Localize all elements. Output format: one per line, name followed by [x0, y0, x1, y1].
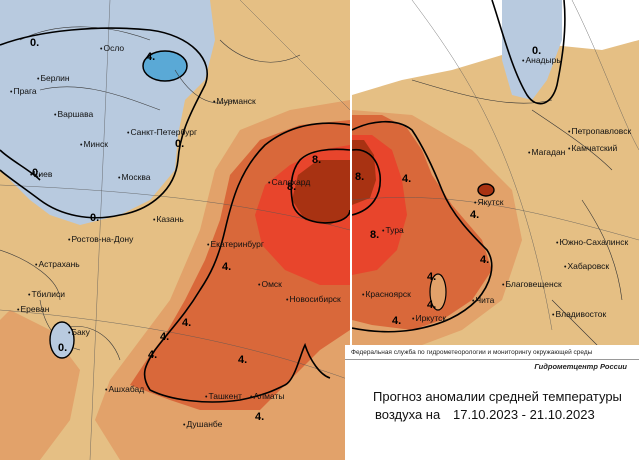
city-label: Ташкент [205, 392, 242, 401]
city-label: Екатеринбург [207, 240, 263, 249]
city-label: Омск [258, 280, 281, 289]
left-map-graphic [0, 0, 350, 460]
city-label: Осло [100, 44, 124, 53]
left-map-panel: 0. 4. 0. 0. 0. 8. 8. 4. 4. 4. 4. 4. 4. 0… [0, 0, 350, 460]
city-label: Баку [68, 328, 89, 337]
city-label: Астрахань [35, 260, 79, 269]
city-label: Камчатский [568, 144, 617, 153]
city-label: Владивосток [552, 310, 606, 319]
city-label: Минск [80, 140, 108, 149]
city-label: Тура [382, 226, 403, 235]
city-label: Ереван [17, 305, 49, 314]
contour-label: 0. [90, 212, 100, 224]
contour-label: 4. [160, 331, 170, 343]
city-label: Ростов-на-Дону [68, 235, 133, 244]
contour-label: 0. [175, 138, 185, 150]
forecast-info-box: Федеральная служба по гидрометеорологии … [345, 345, 639, 460]
contour-label: 4. [402, 173, 412, 185]
city-label: Благовещенск [502, 280, 561, 289]
contour-label: 4. [392, 315, 402, 327]
city-label: Красноярск [362, 290, 410, 299]
city-label: Южно-Сахалинск [556, 238, 628, 247]
city-label: Тбилиси [28, 290, 65, 299]
agency-name: Федеральная служба по гидрометеорологии … [351, 349, 593, 356]
city-label: Казань [153, 215, 183, 224]
contour-label: 8. [355, 171, 365, 183]
contour-label: 4. [222, 261, 232, 273]
city-label: Прага [10, 87, 36, 96]
contour-label: 4. [480, 254, 490, 266]
city-label: Петропавловск [568, 127, 631, 136]
city-label: Варшава [54, 110, 93, 119]
forecast-subtitle: воздуха на [375, 407, 441, 422]
city-label: Ашхабад [105, 385, 144, 394]
contour-label: 4. [427, 299, 437, 311]
city-label: Анадырь [522, 56, 560, 65]
contour-label: 8. [312, 154, 322, 166]
city-label: Санкт-Петербург [127, 128, 197, 137]
city-label: Салехард [268, 178, 310, 187]
contour-label: 8. [370, 229, 380, 241]
city-label: Душанбе [183, 420, 222, 429]
info-divider [345, 359, 639, 360]
contour-label: 0. [30, 37, 40, 49]
city-label: Якутск [474, 198, 503, 207]
contour-label: 4. [146, 51, 156, 63]
contour-label: 4. [255, 411, 265, 423]
city-label: Москва [118, 173, 150, 182]
contour-label: 8. [287, 181, 297, 193]
forecast-title: Прогноз аномалии средней температуры [373, 389, 622, 404]
city-label: Иркутск [412, 314, 446, 323]
city-label: Берлин [37, 74, 69, 83]
city-label: Чита [472, 296, 494, 305]
map-divider [350, 0, 352, 460]
city-label: Магадан [528, 148, 565, 157]
contour-label: 4. [238, 354, 248, 366]
contour-label: 4. [427, 271, 437, 283]
contour-label: 4. [182, 317, 192, 329]
contour-label: 4. [470, 209, 480, 221]
forecast-dates: 17.10.2023 - 21.10.2023 [453, 407, 595, 422]
center-name: Гидрометцентр России [534, 362, 627, 371]
city-label: Киев [30, 170, 52, 179]
city-label: Хабаровск [564, 262, 609, 271]
city-label: Мурманск [213, 97, 255, 106]
city-label: Алматы [250, 392, 284, 401]
contour-label: 0. [58, 342, 68, 354]
contour-label: 0. [532, 45, 542, 57]
city-label: Новосибирск [286, 295, 340, 304]
contour-label: 4. [148, 349, 158, 361]
